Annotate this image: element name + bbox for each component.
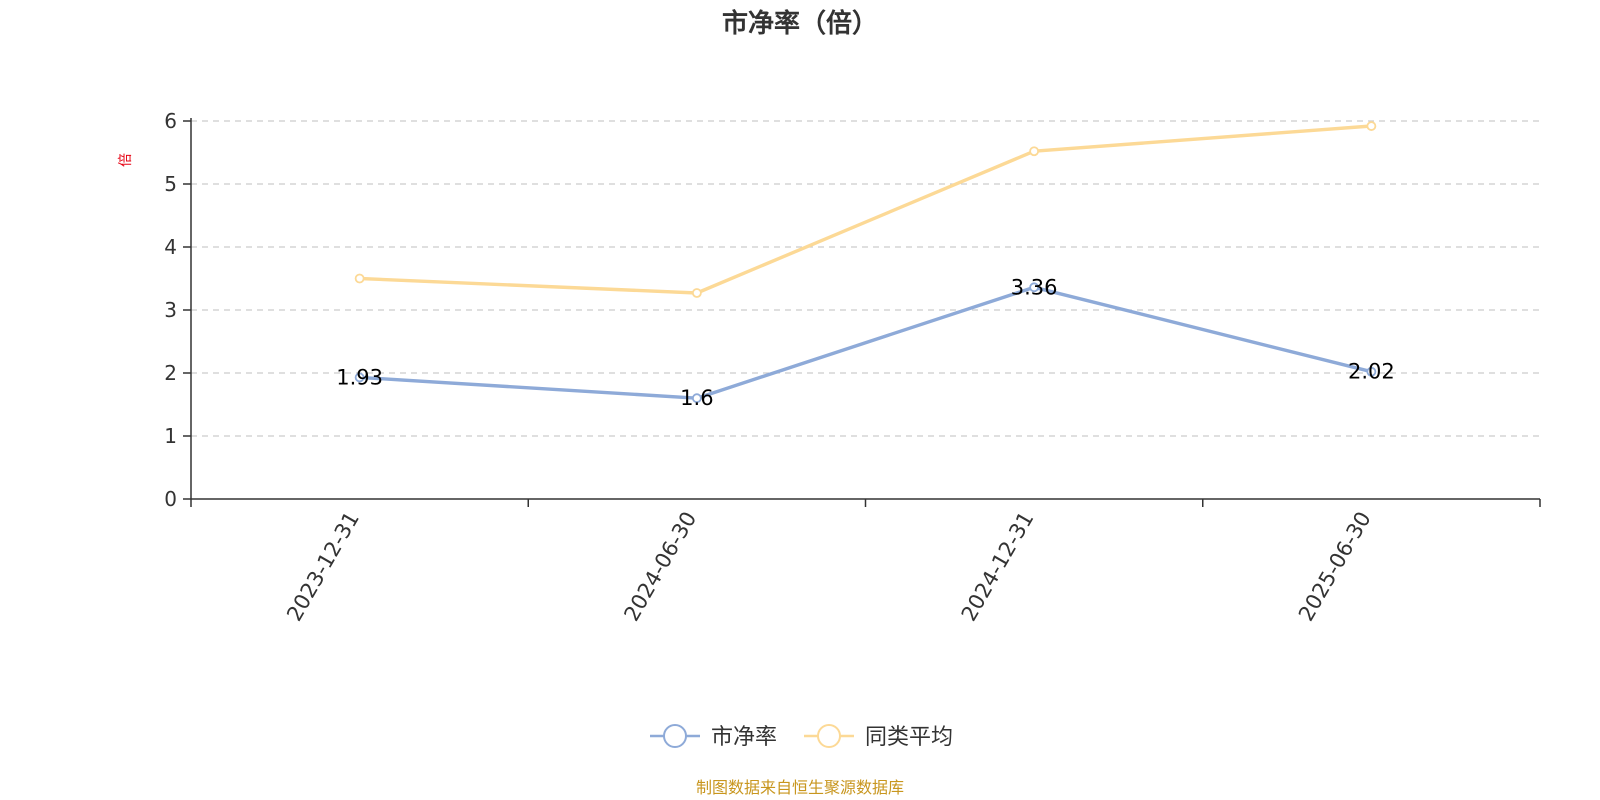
data-label-0-2023-12-31: 1.93 (336, 365, 383, 389)
source-note: 制图数据来自恒生聚源数据库 (696, 778, 904, 797)
legend: 市净率 同类平均 (650, 724, 953, 750)
x-tick-label-2024-12-31: 2024-12-31 (957, 508, 1039, 626)
legend-marker-1 (817, 724, 841, 748)
chart-title: 市净率（倍） (722, 8, 878, 39)
y-tick-label-4: 4 (164, 235, 177, 259)
legend-label-1: 同类平均 (865, 725, 953, 750)
series-0-point-2025-06-30 (1366, 366, 1377, 377)
series-line-0 (357, 285, 1374, 400)
x-tick-label-2025-06-30: 2025-06-30 (1294, 508, 1376, 626)
series-1-point-2025-06-30 (1366, 121, 1377, 131)
y-axis-label: 倍 (118, 153, 134, 167)
series-0-point-2023-12-31 (354, 372, 365, 383)
data-label-0-2025-06-30: 2.02 (1348, 360, 1395, 384)
legend-marker-0 (663, 724, 687, 748)
data-label-0-2024-12-31: 3.36 (1011, 275, 1058, 299)
y-tick-label-1: 1 (164, 424, 177, 448)
data-labels: 1.93 1.6 3.36 2.02 (336, 275, 1395, 410)
y-tick-label-2: 2 (164, 361, 177, 385)
x-tick-label-2024-06-30: 2024-06-30 (619, 508, 701, 626)
series-0-point-2024-12-31 (1029, 282, 1040, 293)
series-1-point-2024-06-30 (691, 288, 702, 298)
series-1-point-2023-12-31 (354, 273, 365, 284)
y-tick-label-3: 3 (164, 298, 177, 322)
x-tick-label-2023-12-31: 2023-12-31 (282, 508, 364, 626)
series-1-point-2024-12-31 (1029, 146, 1040, 157)
y-tick-label-5: 5 (164, 172, 177, 196)
series-0-point-2024-06-30 (691, 393, 702, 404)
y-tick-label-6: 6 (164, 109, 177, 133)
series-line-1 (357, 124, 1374, 295)
y-tick-label-0: 0 (164, 487, 177, 511)
series-lines (354, 121, 1377, 404)
legend-item-1[interactable]: 同类平均 (804, 724, 953, 750)
legend-label-0: 市净率 (711, 725, 777, 750)
grid-lines (191, 120, 1540, 437)
legend-item-0[interactable]: 市净率 (650, 724, 777, 750)
data-label-0-2024-06-30: 1.6 (680, 386, 713, 410)
